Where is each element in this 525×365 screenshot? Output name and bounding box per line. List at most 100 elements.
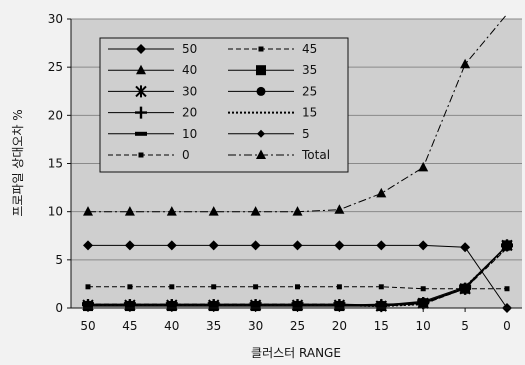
- point-0-40-shape: [169, 301, 175, 307]
- legend-marker-35-shape: [256, 65, 266, 76]
- point-0-30-shape: [253, 301, 259, 307]
- point-Total-10: [418, 161, 429, 172]
- legend-item-30: 30: [108, 84, 197, 98]
- legend-marker-5: [257, 129, 265, 138]
- legend-marker-Total-shape: [256, 149, 266, 159]
- point-45-45-shape: [127, 284, 133, 290]
- point-0-25-shape: [295, 301, 300, 307]
- x-tick-label-45: 45: [122, 319, 137, 333]
- point-Total-35: [208, 206, 219, 216]
- legend-label-Total: Total: [301, 148, 330, 162]
- point-50-25: [292, 240, 303, 251]
- point-0-35: [211, 301, 217, 307]
- point-0-10-shape: [420, 301, 426, 307]
- point-Total-5: [460, 58, 471, 69]
- legend-marker-40-shape: [136, 64, 146, 75]
- legend-marker-35: [256, 65, 266, 76]
- x-tick-label-25: 25: [290, 319, 305, 333]
- point-45-25: [295, 284, 300, 290]
- point-0-10: [420, 301, 426, 307]
- series-0: [85, 245, 510, 309]
- point-Total-50-shape: [83, 206, 93, 216]
- point-50-35-shape: [208, 240, 219, 251]
- point-Total-25-shape: [292, 206, 303, 216]
- y-tick-label-30: 30: [48, 12, 63, 26]
- legend-marker-Total: [256, 149, 266, 159]
- point-45-35: [211, 284, 217, 290]
- point-50-20-shape: [334, 240, 345, 251]
- point-0-45: [127, 301, 133, 307]
- point-0-50-shape: [85, 301, 91, 307]
- legend-marker-25-shape: [256, 86, 266, 96]
- point-45-20: [336, 284, 342, 290]
- point-45-10: [420, 286, 426, 292]
- point-Total-10-shape: [418, 161, 429, 172]
- point-Total-45-shape: [124, 206, 135, 216]
- legend-marker-5-shape: [257, 129, 265, 138]
- legend-item-50: 50: [108, 42, 197, 56]
- point-Total-15-shape: [376, 187, 387, 198]
- legend-item-35: 35: [228, 63, 317, 77]
- point-45-10-shape: [420, 286, 426, 292]
- legend-label-5: 5: [302, 127, 310, 141]
- point-Total-50: [83, 206, 93, 216]
- point-0-5: [462, 286, 468, 292]
- point-0-0-shape: [504, 245, 510, 251]
- point-Total-25: [292, 206, 303, 216]
- point-45-20-shape: [336, 284, 342, 290]
- y-axis-title: 프로파일 상대오차 %: [11, 109, 25, 216]
- point-Total-35-shape: [208, 206, 219, 216]
- legend-marker-10: [135, 131, 147, 136]
- x-tick-label-50: 50: [80, 319, 95, 333]
- point-45-30-shape: [253, 284, 259, 290]
- point-0-30: [253, 301, 259, 307]
- point-0-50: [85, 301, 91, 307]
- legend-label-15: 15: [302, 106, 317, 120]
- point-50-50: [83, 240, 93, 251]
- legend-marker-20: [135, 106, 147, 119]
- point-50-20: [334, 240, 345, 251]
- point-45-0-shape: [504, 286, 510, 292]
- series-50: [83, 240, 512, 313]
- point-50-30-shape: [250, 240, 261, 251]
- y-tick-label-15: 15: [48, 157, 63, 171]
- point-50-40-shape: [166, 240, 177, 251]
- point-0-45-shape: [127, 301, 133, 307]
- legend-label-40: 40: [182, 63, 197, 77]
- legend-label-20: 20: [182, 106, 197, 120]
- data-series: [82, 13, 513, 313]
- y-tick-label-0: 0: [55, 301, 63, 315]
- legend-marker-20-shape: [135, 106, 147, 119]
- point-0-20: [336, 301, 342, 307]
- legend-label-35: 35: [302, 63, 317, 77]
- legend-marker-0-shape: [138, 152, 144, 158]
- point-Total-30: [250, 206, 261, 216]
- x-tick-label-5: 5: [461, 319, 469, 333]
- legend-marker-30: [135, 85, 147, 98]
- point-Total-30-shape: [250, 206, 261, 216]
- x-tick-label-0: 0: [503, 319, 511, 333]
- point-Total-20: [334, 204, 345, 214]
- point-0-20-shape: [336, 301, 342, 307]
- y-tick-label-25: 25: [48, 60, 63, 74]
- legend-marker-25: [256, 86, 266, 96]
- x-tick-label-10: 10: [416, 319, 431, 333]
- point-Total-20-shape: [334, 204, 345, 214]
- point-50-10-shape: [418, 240, 429, 251]
- point-0-0: [504, 245, 510, 251]
- point-0-15-shape: [378, 303, 384, 309]
- legend-label-10: 10: [182, 127, 197, 141]
- point-50-10: [418, 240, 429, 251]
- x-tick-label-35: 35: [206, 319, 221, 333]
- legend-marker-50: [136, 44, 146, 54]
- point-50-25-shape: [292, 240, 303, 251]
- point-45-25-shape: [295, 284, 300, 290]
- point-45-45: [127, 284, 133, 290]
- legend-label-0: 0: [182, 148, 190, 162]
- point-45-35-shape: [211, 284, 217, 290]
- legend-box: [99, 37, 349, 173]
- x-tick-label-40: 40: [164, 319, 179, 333]
- legend-marker-50-shape: [136, 44, 146, 54]
- point-Total-45: [124, 206, 135, 216]
